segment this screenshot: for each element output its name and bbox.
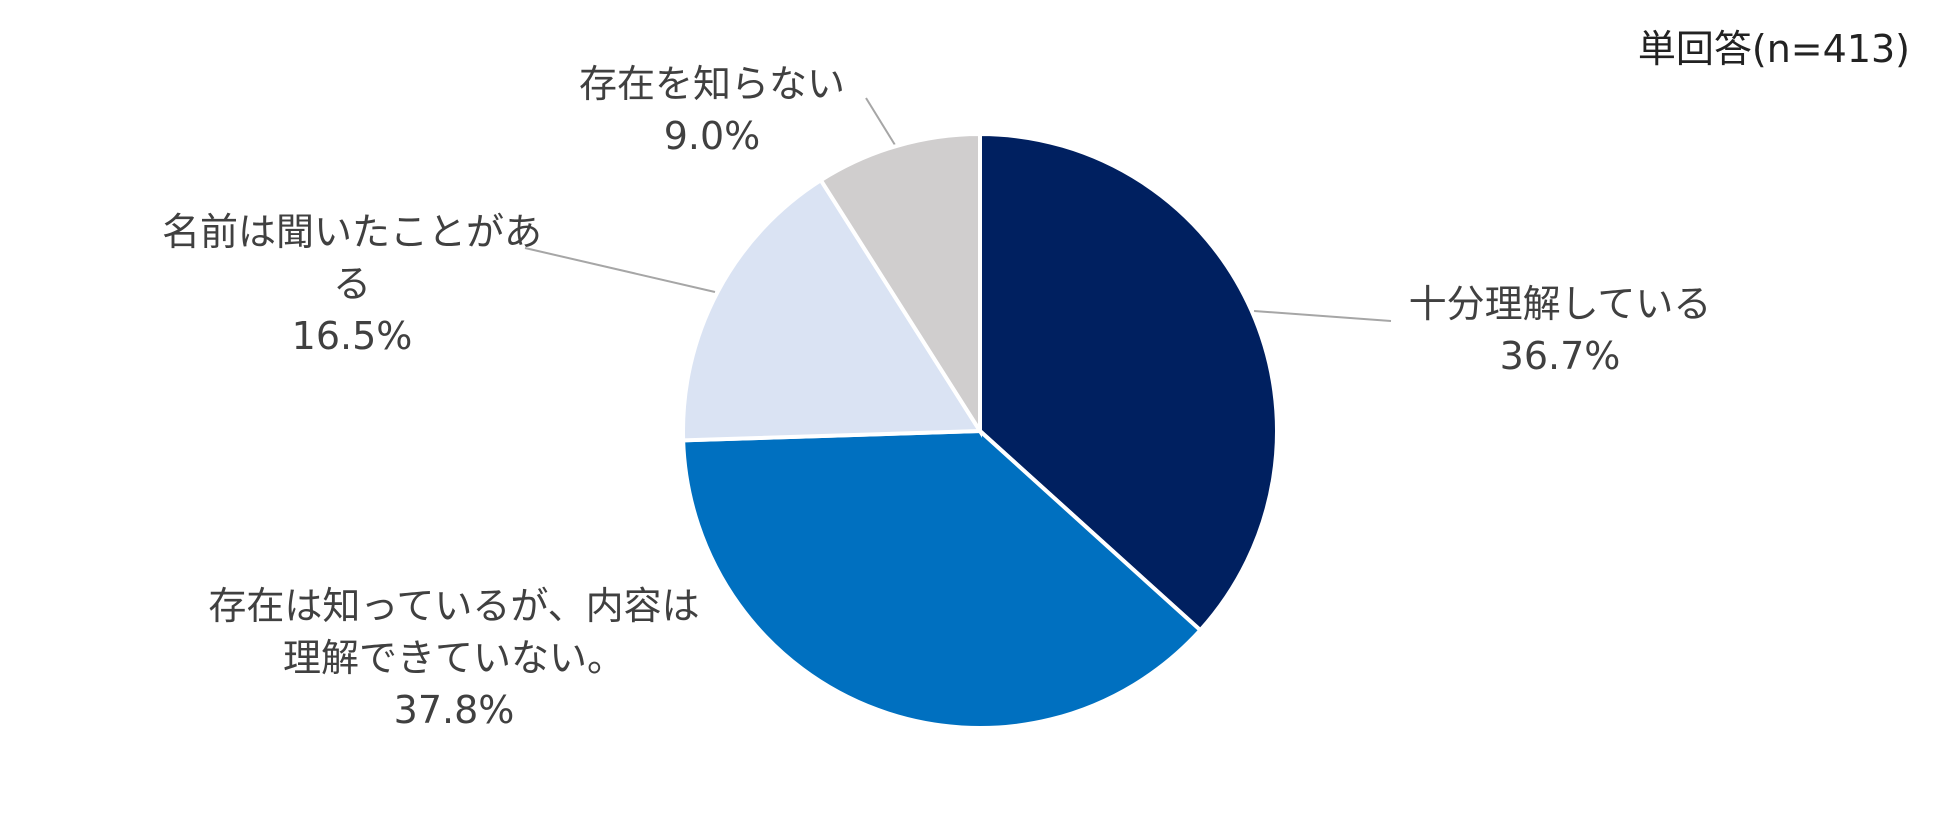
- category-label: 存在を知らない: [578, 62, 845, 106]
- pie-slice: [681, 177, 984, 443]
- value-label: 37.8%: [393, 688, 515, 732]
- leader-line: [865, 97, 896, 146]
- category-label: 名前は聞いたことがある: [162, 210, 543, 306]
- pie-slice: [681, 428, 1204, 730]
- value-label: 9.0%: [663, 114, 761, 158]
- value-label: 16.5%: [291, 314, 413, 358]
- category-label: 存在は知っているが、内容は理解できていない。: [208, 584, 700, 680]
- leader-line: [524, 247, 716, 293]
- pie-slice: [818, 131, 982, 438]
- slice-label: 存在は知っているが、内容は理解できていない。 37.8%: [204, 580, 704, 736]
- slice-label: 名前は聞いたことがある 16.5%: [162, 206, 542, 362]
- value-label: 36.7%: [1499, 334, 1621, 378]
- pie-slice: [978, 131, 1279, 634]
- category-label: 十分理解している: [1408, 282, 1712, 326]
- leader-line: [1253, 310, 1392, 322]
- note: 単回答(n=413): [1637, 27, 1910, 71]
- slice-label: 十分理解している 36.7%: [1350, 278, 1770, 382]
- slice-label: 存在を知らない 9.0%: [532, 58, 892, 162]
